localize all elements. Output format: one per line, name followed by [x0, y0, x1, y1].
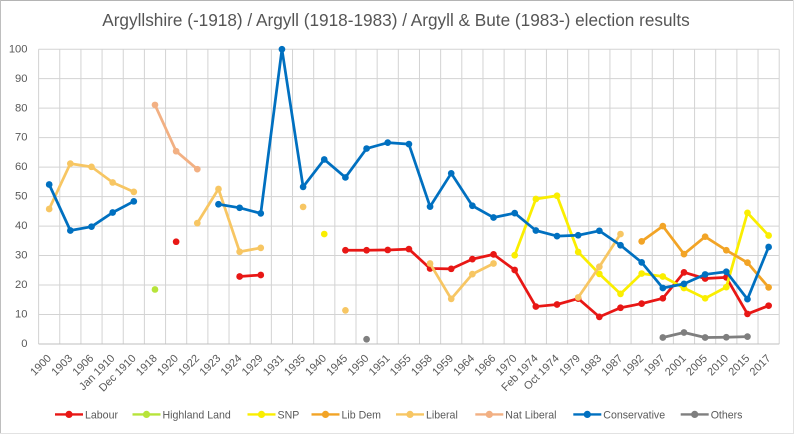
svg-text:70: 70: [15, 132, 27, 144]
svg-text:60: 60: [15, 161, 27, 173]
svg-text:Others: Others: [711, 409, 743, 421]
svg-text:Highland Land: Highland Land: [163, 409, 231, 421]
svg-text:30: 30: [15, 250, 27, 262]
svg-text:Argyllshire (-1918) / Argyll (: Argyllshire (-1918) / Argyll (1918-1983)…: [102, 10, 690, 30]
svg-text:0: 0: [21, 338, 27, 350]
svg-text:Labour: Labour: [85, 409, 118, 421]
svg-text:50: 50: [15, 191, 27, 203]
svg-text:40: 40: [15, 220, 27, 232]
svg-text:Liberal: Liberal: [426, 409, 458, 421]
svg-text:90: 90: [15, 73, 27, 85]
svg-text:80: 80: [15, 102, 27, 114]
svg-text:Conservative: Conservative: [603, 409, 665, 421]
svg-text:20: 20: [15, 279, 27, 291]
svg-text:100: 100: [9, 43, 28, 55]
svg-text:10: 10: [15, 309, 27, 321]
svg-text:Lib Dem: Lib Dem: [342, 409, 382, 421]
svg-text:SNP: SNP: [278, 409, 300, 421]
svg-text:Nat Liberal: Nat Liberal: [505, 409, 556, 421]
